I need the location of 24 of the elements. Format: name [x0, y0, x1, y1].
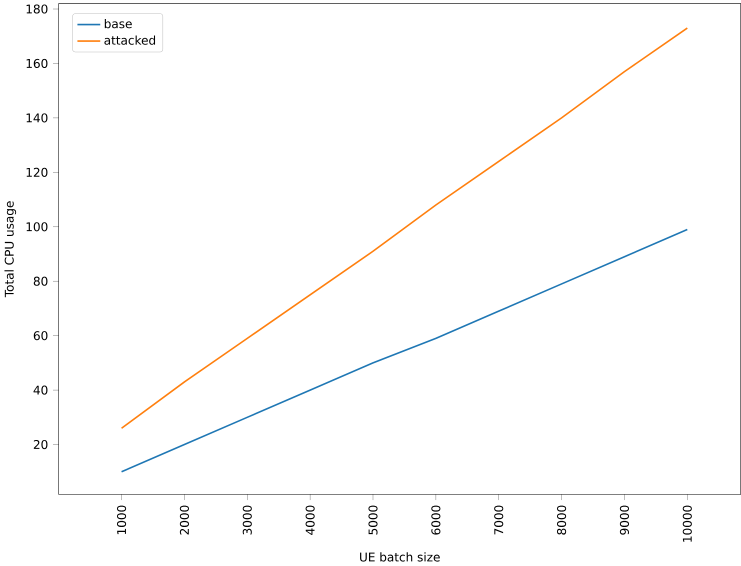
x-tick-label: 7000	[494, 506, 504, 534]
x-tick-label: 4000	[306, 506, 315, 535]
x-tick-label: 10000	[682, 506, 692, 542]
y-tick-label: 80	[34, 276, 48, 286]
x-tick-label: 9000	[620, 506, 629, 535]
y-tick-label: 20	[34, 440, 48, 450]
x-tick-label: 5000	[368, 506, 378, 534]
x-axis-title: UE batch size	[360, 552, 440, 562]
x-tick-label: 2000	[180, 506, 189, 535]
y-tick-label: 180	[26, 4, 48, 14]
x-tick-label: 3000	[242, 506, 252, 534]
x-tick-label: 8000	[557, 506, 566, 535]
y-tick-label: 160	[26, 58, 48, 68]
y-axis-title: Total CPU usage	[4, 201, 16, 298]
y-tick-label: 120	[26, 168, 48, 177]
legend-label: base	[104, 18, 132, 28]
y-tick-label: 140	[26, 113, 48, 122]
x-tick-label: 6000	[431, 506, 440, 535]
y-tick-label: 40	[34, 386, 48, 395]
legend-label: attacked	[104, 35, 156, 45]
y-tick-label: 60	[34, 331, 48, 340]
line-series	[120, 228, 688, 473]
y-tick-label: 100	[26, 222, 48, 232]
x-tick-label: 1000	[117, 506, 126, 534]
